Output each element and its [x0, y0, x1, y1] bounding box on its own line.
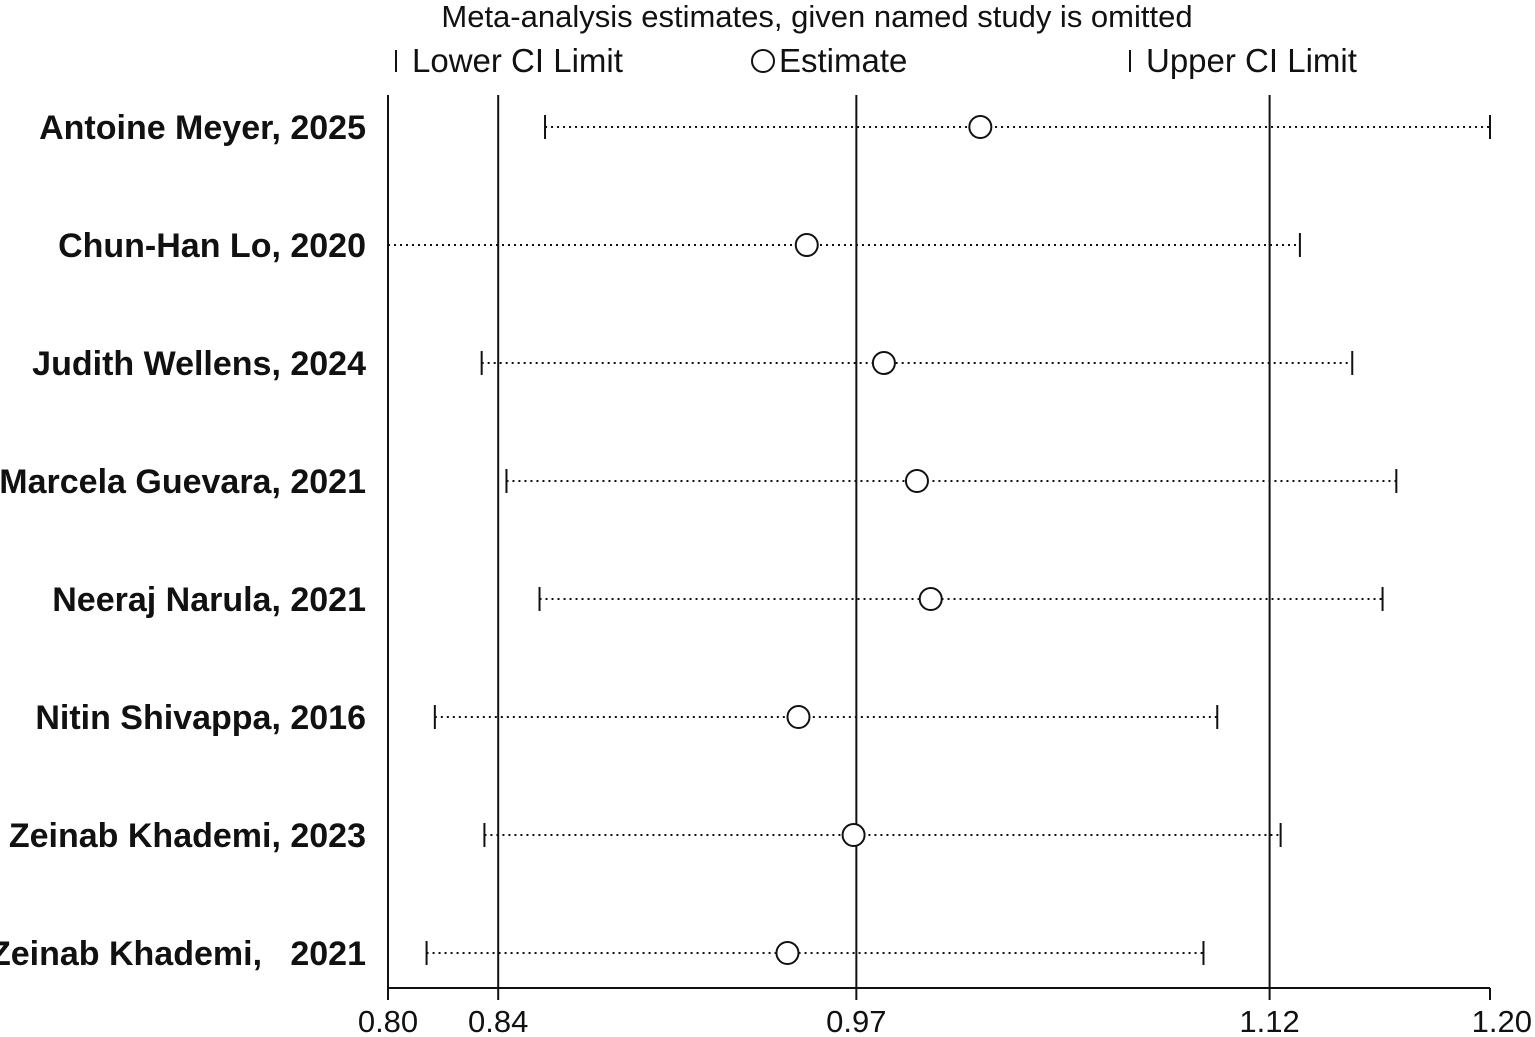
study-row: Chun-Han Lo, 2020 [58, 227, 1301, 265]
estimate-marker [904, 469, 929, 493]
estimate-marker [786, 705, 811, 729]
legend-lower-label: Lower CI Limit [412, 42, 623, 79]
study-row: Zeinab Khademi, 2021 [0, 935, 1205, 973]
x-axis: 0.80 0.84 0.97 1.12 1.20 [358, 987, 1532, 1037]
estimate-marker [968, 115, 993, 139]
x-tick-label: 0.97 [826, 1004, 886, 1037]
study-row: Marcela Guevara, 2021 [0, 463, 1398, 501]
x-tick-label: 1.20 [1472, 1004, 1532, 1037]
study-label: Nitin Shivappa, 2016 [35, 699, 366, 737]
study-row: Antoine Meyer, 2025 [39, 109, 1491, 147]
estimate-marker [841, 823, 866, 847]
study-label: Marcela Guevara, 2021 [0, 463, 366, 501]
study-label: Zeinab Khademi, 2023 [9, 817, 366, 855]
reference-lines [387, 95, 1271, 988]
study-row: Nitin Shivappa, 2016 [35, 699, 1219, 737]
x-tick-label: 1.12 [1239, 1004, 1299, 1037]
estimate-marker [794, 233, 819, 257]
estimate-marker [918, 587, 943, 611]
study-label: Judith Wellens, 2024 [32, 345, 366, 383]
study-label: Neeraj Narula, 2021 [52, 581, 366, 619]
study-rows: Antoine Meyer, 2025 Chun-Han Lo, 2020 Judi… [0, 109, 1491, 973]
legend: Lower CI Limit Estimate Upper CI Limit [395, 42, 1357, 79]
x-tick-label: 0.84 [468, 1004, 528, 1037]
study-row: Judith Wellens, 2024 [32, 345, 1354, 383]
study-row: Neeraj Narula, 2021 [52, 581, 1384, 619]
estimate-marker [871, 351, 896, 375]
chart-title: Meta-analysis estimates, given named stu… [441, 0, 1192, 34]
legend-estimate-label: Estimate [779, 42, 907, 79]
x-tick-label: 0.80 [358, 1004, 418, 1037]
study-label: Zeinab Khademi, 2021 [0, 935, 366, 973]
legend-upper-label: Upper CI Limit [1146, 42, 1357, 79]
legend-estimate-marker [751, 49, 775, 73]
estimate-marker [775, 941, 800, 965]
study-label: Chun-Han Lo, 2020 [58, 227, 366, 265]
study-label: Antoine Meyer, 2025 [39, 109, 366, 147]
study-row: Zeinab Khademi, 2023 [9, 817, 1282, 855]
